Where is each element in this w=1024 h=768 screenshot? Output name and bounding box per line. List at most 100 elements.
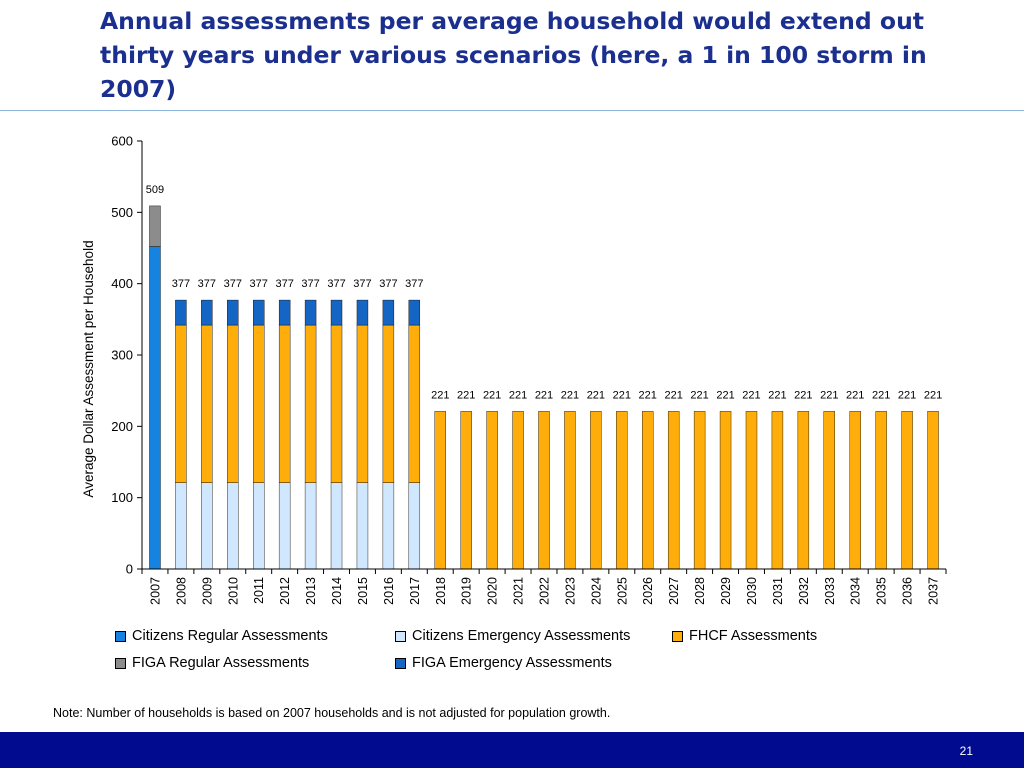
bar-segment — [149, 246, 161, 570]
total-label: 377 — [353, 278, 371, 290]
x-tick-label: 2007 — [148, 577, 162, 605]
x-tick-label: 2027 — [667, 577, 681, 605]
bar-segment — [616, 411, 628, 570]
total-label: 221 — [768, 389, 786, 401]
bar-segment — [227, 299, 239, 326]
total-label: 221 — [924, 389, 942, 401]
bar-segment — [382, 482, 395, 570]
legend-label: FIGA Emergency Assessments — [412, 655, 612, 671]
bar-segment — [201, 482, 213, 570]
x-tick-label: 2033 — [823, 577, 837, 605]
x-tick-label: 2020 — [486, 577, 500, 605]
total-label: 221 — [483, 389, 501, 401]
x-tick-label: 2023 — [563, 577, 577, 605]
bar-segment — [253, 299, 265, 326]
bar-segment — [175, 299, 187, 326]
total-label: 509 — [146, 184, 164, 196]
bar-segment — [512, 411, 524, 570]
bar-segment — [642, 411, 654, 570]
x-tick-label: 2019 — [460, 577, 474, 605]
x-tick-label: 2028 — [693, 577, 707, 605]
x-tick-label: 2037 — [927, 577, 941, 605]
x-tick-label: 2012 — [278, 577, 292, 605]
total-label: 221 — [742, 389, 760, 401]
bar-segment — [408, 482, 421, 570]
bar-segment — [719, 411, 732, 570]
total-label: 221 — [716, 389, 734, 401]
bar-segment — [382, 324, 395, 483]
y-tick-label: 100 — [111, 490, 133, 505]
bar-segment — [201, 324, 213, 483]
x-tick-label: 2008 — [174, 577, 188, 605]
bar-segment — [356, 324, 369, 483]
bar-segment — [356, 482, 369, 570]
bar-segment — [330, 324, 343, 483]
y-tick-label: 500 — [111, 205, 133, 220]
x-tick-label: 2032 — [797, 577, 811, 605]
legend-label: Citizens Regular Assessments — [132, 628, 328, 644]
bar-segment — [745, 411, 758, 570]
legend-swatch — [672, 630, 683, 642]
bar-segment — [227, 482, 239, 570]
y-axis-title: Average Dollar Assessment per Household — [81, 240, 96, 497]
bar-segment — [175, 324, 187, 483]
x-tick-label: 2011 — [252, 577, 266, 604]
bar-segment — [356, 299, 369, 326]
x-tick-label: 2009 — [200, 577, 214, 605]
bar-segment — [823, 411, 835, 570]
x-tick-label: 2031 — [771, 577, 785, 605]
total-label: 221 — [846, 389, 864, 401]
total-label: 377 — [224, 278, 242, 290]
bar-segment — [278, 299, 291, 326]
total-label: 221 — [457, 389, 475, 401]
x-tick-label: 2022 — [538, 577, 552, 605]
x-tick-label: 2010 — [226, 577, 240, 605]
legend-item-figa-emergency: FIGA Emergency Assessments — [395, 655, 612, 671]
total-label: 221 — [872, 389, 890, 401]
bar-segment — [590, 411, 602, 570]
total-label: 221 — [794, 389, 812, 401]
title-divider — [0, 110, 1024, 111]
legend-item-fhcf: FHCF Assessments — [672, 628, 817, 644]
total-label: 221 — [690, 389, 708, 401]
bar-segment — [304, 299, 317, 326]
bar-segment — [227, 324, 239, 483]
footnote: Note: Number of households is based on 2… — [53, 706, 611, 720]
total-label: 377 — [301, 278, 319, 290]
x-tick-label: 2035 — [875, 577, 889, 605]
bar-segment — [149, 205, 161, 247]
x-tick-label: 2025 — [615, 577, 629, 605]
total-label: 377 — [250, 278, 268, 290]
total-label: 221 — [535, 389, 553, 401]
legend-swatch — [115, 630, 126, 642]
x-tick-label: 2021 — [512, 577, 526, 605]
bar-segment — [253, 482, 265, 570]
total-label: 221 — [561, 389, 579, 401]
bar-segment — [330, 482, 343, 570]
footer-bar: 21 — [0, 732, 1024, 768]
x-tick-label: 2024 — [589, 577, 603, 605]
total-label: 377 — [198, 278, 216, 290]
legend-item-citizens-emergency: Citizens Emergency Assessments — [395, 628, 630, 644]
bar-segment — [408, 324, 421, 483]
bar-segment — [875, 411, 887, 570]
total-label: 221 — [613, 389, 631, 401]
y-tick-label: 400 — [111, 276, 133, 291]
legend-swatch — [395, 630, 406, 642]
total-label: 221 — [587, 389, 605, 401]
bar-segment — [304, 324, 317, 483]
total-label: 377 — [172, 278, 190, 290]
bar-segment — [667, 411, 680, 570]
legend-swatch — [115, 657, 126, 669]
bar-segment — [434, 411, 446, 570]
x-tick-label: 2030 — [745, 577, 759, 605]
x-tick-label: 2014 — [330, 577, 344, 605]
y-axis: 0 100 200 300 400 500 600 — [111, 134, 143, 577]
bar-segment — [278, 324, 291, 483]
y-tick-label: 200 — [111, 419, 133, 434]
x-axis: 2007 2008 2009 2010 2011 2012 2013 2014 2015 2016… — [141, 568, 947, 605]
total-label: 221 — [820, 389, 838, 401]
bar-segment — [460, 411, 472, 570]
x-tick-label: 2017 — [408, 577, 422, 605]
x-tick-label: 2013 — [304, 577, 318, 605]
